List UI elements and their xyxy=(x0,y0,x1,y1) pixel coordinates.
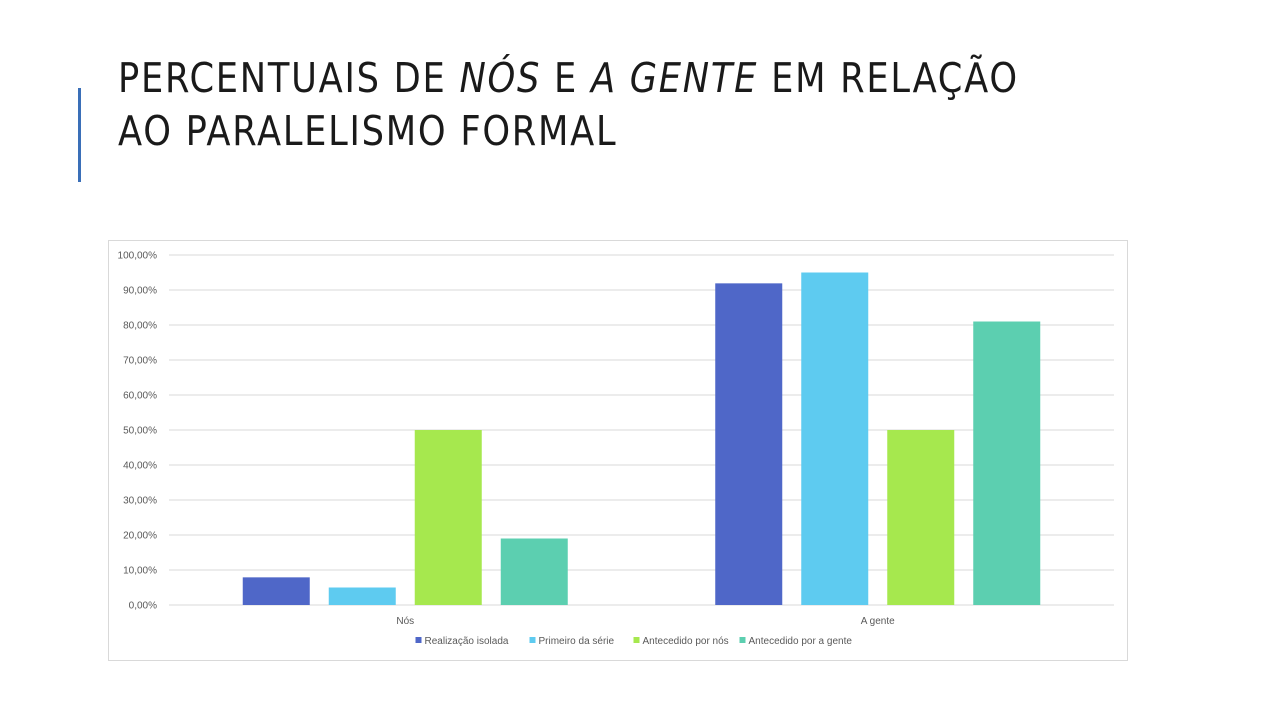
y-tick-label: 90,00% xyxy=(123,286,157,297)
y-tick-label: 50,00% xyxy=(123,426,157,437)
legend-swatch xyxy=(739,637,746,643)
bar xyxy=(328,587,396,605)
legend-label: Antecedido por a gente xyxy=(749,636,853,647)
legend-swatch xyxy=(633,637,640,643)
y-tick-label: 0,00% xyxy=(129,601,157,612)
bar xyxy=(242,577,310,605)
legend-swatch xyxy=(415,637,422,643)
bar xyxy=(715,283,783,605)
title-part: PERCENTUAIS DE xyxy=(118,54,460,102)
bar-chart: 0,00% 10,00% 20,00% 30,00% 40,00% 50,00% 60,00… xyxy=(118,251,1114,647)
bar xyxy=(414,430,482,605)
y-tick-label: 60,00% xyxy=(123,391,157,402)
legend-swatch xyxy=(529,637,536,643)
y-tick-label: 10,00% xyxy=(123,566,157,577)
accent-bar xyxy=(78,88,81,182)
title-part: A GENTE xyxy=(591,54,759,102)
y-tick-label: 80,00% xyxy=(123,321,157,332)
title-part: EM RELAÇÃO AO PARALELISMO FORMAL xyxy=(118,54,1019,155)
y-tick-label: 100,00% xyxy=(118,251,158,262)
legend-label: Realização isolada xyxy=(425,636,509,647)
y-tick-label: 40,00% xyxy=(123,461,157,472)
y-tick-label: 70,00% xyxy=(123,356,157,367)
x-tick-label: Nós xyxy=(396,616,414,627)
y-tick-label: 30,00% xyxy=(123,496,157,507)
x-tick-label: A gente xyxy=(861,616,895,627)
page-title: PERCENTUAIS DE NÓS E A GENTE EM RELAÇÃO … xyxy=(118,52,1064,158)
legend-label: Primeiro da série xyxy=(539,636,615,647)
bar xyxy=(887,430,955,605)
chart-frame: 0,00% 10,00% 20,00% 30,00% 40,00% 50,00% 60,00… xyxy=(108,240,1128,661)
title-part: E xyxy=(541,54,591,102)
bar xyxy=(801,272,869,605)
bar xyxy=(500,538,568,605)
legend-label: Antecedido por nós xyxy=(643,636,729,647)
y-tick-label: 20,00% xyxy=(123,531,157,542)
bar xyxy=(973,321,1041,605)
title-part: NÓS xyxy=(459,54,542,102)
